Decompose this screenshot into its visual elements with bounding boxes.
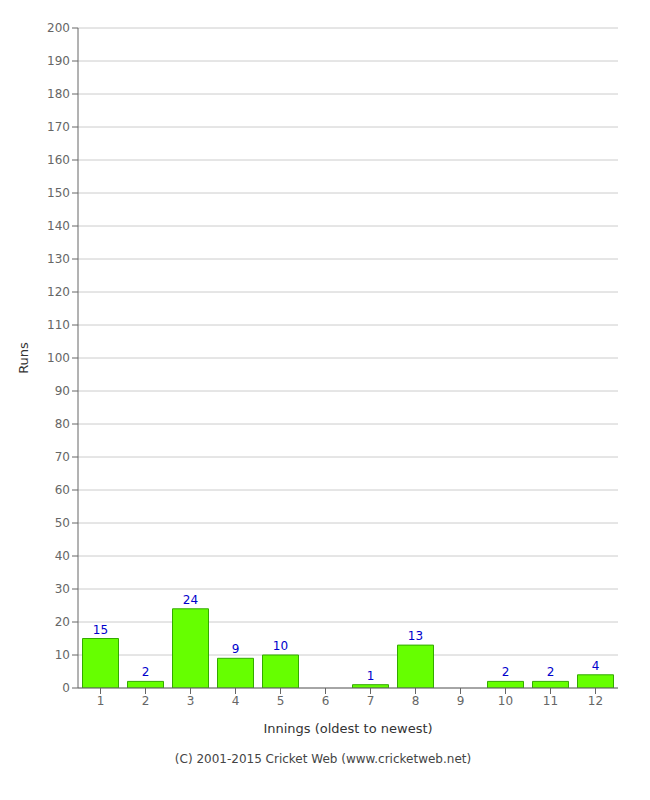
- svg-text:15: 15: [93, 623, 108, 637]
- svg-text:140: 140: [47, 219, 70, 233]
- svg-text:60: 60: [55, 483, 70, 497]
- svg-text:20: 20: [55, 615, 70, 629]
- svg-text:9: 9: [457, 694, 465, 708]
- svg-text:8: 8: [412, 694, 420, 708]
- svg-text:12: 12: [588, 694, 603, 708]
- svg-text:160: 160: [47, 153, 70, 167]
- svg-text:2: 2: [142, 694, 150, 708]
- svg-text:24: 24: [183, 593, 198, 607]
- svg-text:11: 11: [543, 694, 558, 708]
- svg-text:190: 190: [47, 54, 70, 68]
- svg-text:10: 10: [498, 694, 513, 708]
- svg-text:3: 3: [187, 694, 195, 708]
- svg-text:130: 130: [47, 252, 70, 266]
- svg-text:1: 1: [367, 669, 375, 683]
- svg-text:120: 120: [47, 285, 70, 299]
- svg-text:80: 80: [55, 417, 70, 431]
- svg-text:90: 90: [55, 384, 70, 398]
- svg-text:200: 200: [47, 21, 70, 35]
- svg-text:100: 100: [47, 351, 70, 365]
- svg-text:150: 150: [47, 186, 70, 200]
- svg-text:Runs: Runs: [16, 342, 31, 374]
- svg-text:180: 180: [47, 87, 70, 101]
- svg-text:70: 70: [55, 450, 70, 464]
- svg-text:4: 4: [592, 659, 600, 673]
- svg-text:170: 170: [47, 120, 70, 134]
- svg-text:2: 2: [547, 665, 555, 679]
- svg-text:10: 10: [55, 648, 70, 662]
- svg-text:5: 5: [277, 694, 285, 708]
- svg-text:10: 10: [273, 639, 288, 653]
- svg-text:4: 4: [232, 694, 240, 708]
- svg-text:9: 9: [232, 642, 240, 656]
- html-text:(C) 2001-2015 Cricket Web (www: (C) 2001-2015 Cricket Web (www.cricketwe…: [174, 752, 472, 766]
- svg-text:7: 7: [367, 694, 375, 708]
- svg-text:0: 0: [62, 681, 70, 695]
- svg-text:13: 13: [408, 629, 423, 643]
- svg-text:40: 40: [55, 549, 70, 563]
- svg-text:2: 2: [142, 665, 150, 679]
- svg-text:30: 30: [55, 582, 70, 596]
- svg-text:50: 50: [55, 516, 70, 530]
- svg-text:110: 110: [47, 318, 70, 332]
- svg-text:6: 6: [322, 694, 330, 708]
- svg-text:1: 1: [97, 694, 105, 708]
- svg-text:2: 2: [502, 665, 510, 679]
- svg-text:Innings (oldest to newest): Innings (oldest to newest): [263, 721, 432, 736]
